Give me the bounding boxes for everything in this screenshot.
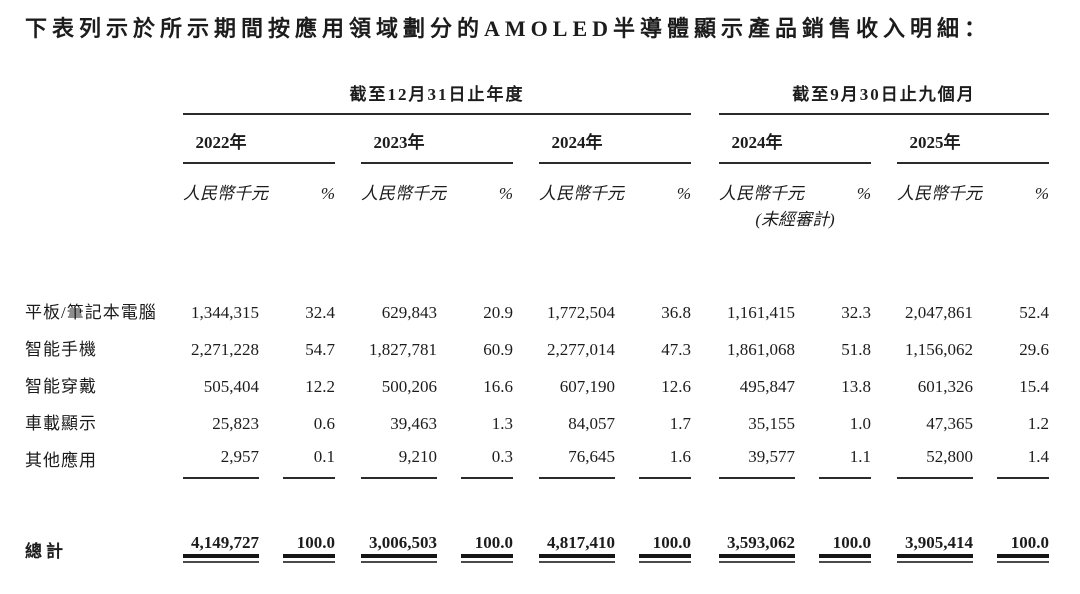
percent-cell: 1.2 [1027, 414, 1049, 433]
year-header-2024-9m: 2024年 [719, 128, 871, 164]
percent-cell: 20.9 [483, 303, 513, 322]
percent-header: % [1034, 184, 1049, 203]
unit-header: 人民幣千元 [183, 184, 268, 203]
year-header-2024: 2024年 [539, 128, 691, 164]
percent-cell: 51.8 [841, 340, 871, 359]
percent-cell: 32.3 [841, 303, 871, 322]
amount-cell: 52,800 [897, 442, 973, 479]
percent-cell: 15.4 [1019, 377, 1049, 396]
percent-cell: 16.6 [483, 377, 513, 396]
unit-header: 人民幣千元 [719, 184, 804, 203]
amount-cell: 84,057 [568, 414, 615, 433]
percent-cell: 1.6 [639, 442, 691, 479]
total-amount-cell: 4,149,727 [183, 531, 259, 563]
percent-cell: 0.6 [313, 414, 335, 433]
percent-cell: 32.4 [305, 303, 335, 322]
total-percent-cell: 100.0 [461, 531, 513, 563]
percent-cell: 0.1 [283, 442, 335, 479]
percent-cell: 1.7 [669, 414, 691, 433]
row-label: 其他應用 [25, 451, 97, 470]
amount-cell: 35,155 [748, 414, 795, 433]
unaudited-note-row: (未經審計) [25, 204, 1055, 230]
percent-cell: 12.2 [305, 377, 335, 396]
period-header-nine-months: 截至9月30日止九個月 [719, 80, 1049, 115]
amount-cell: 505,404 [203, 377, 259, 396]
amount-cell: 1,861,068 [727, 340, 795, 359]
amount-cell: 1,161,415 [727, 303, 795, 322]
percent-header: % [856, 184, 871, 203]
percent-header: % [320, 184, 335, 203]
total-amount-cell: 4,817,410 [539, 531, 615, 563]
amount-cell: 47,365 [926, 414, 973, 433]
total-percent-cell: 100.0 [819, 531, 871, 563]
percent-cell: 36.8 [661, 303, 691, 322]
year-header-2022: 2022年 [183, 128, 335, 164]
amount-cell: 1,772,504 [547, 303, 615, 322]
percent-cell: 13.8 [841, 377, 871, 396]
revenue-breakdown-table: 截至12月31日止年度 截至9月30日止九個月 2022年 2023年 2024… [25, 80, 1055, 563]
total-row: 總計 4,149,727 100.0 3,006,503 100.0 4,817… [25, 531, 1055, 563]
amount-cell: 76,645 [539, 442, 615, 479]
amount-cell: 39,577 [719, 442, 795, 479]
table-caption: 下表列示於所示期間按應用領域劃分的AMOLED半導體顯示產品銷售收入明細： [25, 16, 992, 41]
unit-header: 人民幣千元 [361, 184, 446, 203]
table-row: 平板/筆記本電腦 1,344,315 32.4 629,843 20.9 1,7… [25, 294, 1055, 331]
percent-cell: 29.6 [1019, 340, 1049, 359]
amount-cell: 1,156,062 [905, 340, 973, 359]
row-label: 車載顯示 [25, 414, 97, 433]
unit-header: 人民幣千元 [539, 184, 624, 203]
percent-cell: 1.0 [849, 414, 871, 433]
percent-cell: 52.4 [1019, 303, 1049, 322]
table-row: 智能穿戴 505,404 12.2 500,206 16.6 607,190 1… [25, 368, 1055, 405]
row-label: 智能手機 [25, 340, 97, 359]
percent-cell: 54.7 [305, 340, 335, 359]
percent-cell: 60.9 [483, 340, 513, 359]
row-label: 智能穿戴 [25, 377, 97, 396]
percent-cell: 1.1 [819, 442, 871, 479]
amount-cell: 1,344,315 [191, 303, 259, 322]
amount-cell: 39,463 [390, 414, 437, 433]
table-row: 其他應用 2,957 0.1 9,210 0.3 76,645 1.6 39,5… [25, 442, 1055, 479]
percent-cell: 0.3 [461, 442, 513, 479]
total-amount-cell: 3,593,062 [719, 531, 795, 563]
percent-header: % [498, 184, 513, 203]
amount-cell: 9,210 [361, 442, 437, 479]
percent-cell: 1.3 [491, 414, 513, 433]
total-label: 總計 [25, 542, 67, 561]
year-header-2023: 2023年 [361, 128, 513, 164]
table-body: 平板/筆記本電腦 1,344,315 32.4 629,843 20.9 1,7… [25, 294, 1055, 479]
percent-header: % [676, 184, 691, 203]
year-header-row: 2022年 2023年 2024年 2024年 2025年 [25, 115, 1055, 164]
percent-cell: 12.6 [661, 377, 691, 396]
total-percent-cell: 100.0 [639, 531, 691, 563]
year-header-2025-9m: 2025年 [897, 128, 1049, 164]
row-label: 平板/筆記本電腦 [25, 303, 157, 322]
unit-header: 人民幣千元 [897, 184, 982, 203]
percent-cell: 1.4 [997, 442, 1049, 479]
total-amount-cell: 3,905,414 [897, 531, 973, 563]
amount-cell: 607,190 [559, 377, 615, 396]
total-percent-cell: 100.0 [997, 531, 1049, 563]
total-percent-cell: 100.0 [283, 531, 335, 563]
amount-cell: 495,847 [739, 377, 795, 396]
table-row: 智能手機 2,271,228 54.7 1,827,781 60.9 2,277… [25, 331, 1055, 368]
table-row: 車載顯示 25,823 0.6 39,463 1.3 84,057 1.7 35… [25, 405, 1055, 442]
amount-cell: 629,843 [381, 303, 437, 322]
unaudited-note: (未經審計) [755, 210, 835, 229]
total-amount-cell: 3,006,503 [361, 531, 437, 563]
amount-cell: 2,047,861 [905, 303, 973, 322]
amount-cell: 1,827,781 [369, 340, 437, 359]
amount-cell: 601,326 [917, 377, 973, 396]
period-header-annual: 截至12月31日止年度 [183, 80, 691, 115]
period-group-header-row: 截至12月31日止年度 截至9月30日止九個月 [25, 80, 1055, 115]
amount-cell: 2,277,014 [547, 340, 615, 359]
unit-header-row: 人民幣千元 % 人民幣千元 % 人民幣千元 % 人民幣千元 % 人民幣千元 % [25, 164, 1055, 204]
amount-cell: 25,823 [212, 414, 259, 433]
amount-cell: 2,271,228 [191, 340, 259, 359]
amount-cell: 2,957 [183, 442, 259, 479]
percent-cell: 47.3 [661, 340, 691, 359]
amount-cell: 500,206 [381, 377, 437, 396]
